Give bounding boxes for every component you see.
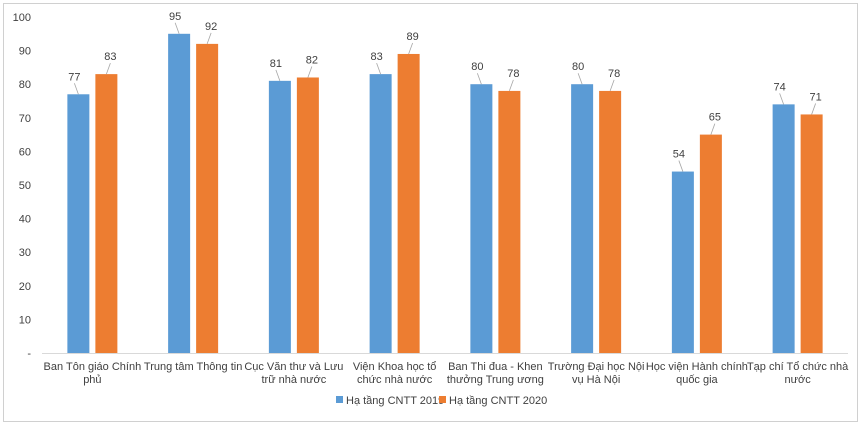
x-tick-label: Viện Khoa học tổ xyxy=(353,361,437,373)
bar-2020 xyxy=(699,134,722,353)
data-label: 83 xyxy=(104,51,116,63)
y-tick-label: 10 xyxy=(19,314,31,326)
data-label: 82 xyxy=(306,54,318,66)
y-tick-label: 60 xyxy=(19,146,31,158)
x-tick-label: Ban Thi đua - Khen xyxy=(448,361,543,373)
data-label-leader xyxy=(779,93,785,105)
data-label: 54 xyxy=(673,149,685,161)
y-tick-label: 70 xyxy=(19,113,31,125)
bar-2020 xyxy=(599,90,622,354)
data-label-leader xyxy=(678,160,684,172)
data-label: 83 xyxy=(371,51,383,63)
data-label: 78 xyxy=(608,68,620,80)
x-tick-label: trữ nhà nước xyxy=(262,374,327,386)
legend-swatch xyxy=(439,396,446,403)
data-label: 81 xyxy=(270,58,282,70)
data-label-leader xyxy=(376,62,382,75)
y-tick-label: 40 xyxy=(19,214,31,226)
data-label-leader xyxy=(174,22,180,34)
data-label-leader xyxy=(307,66,313,78)
data-label-leader xyxy=(206,32,212,45)
data-label: 65 xyxy=(709,112,721,124)
data-label: 95 xyxy=(169,11,181,23)
y-tick-label: - xyxy=(27,348,31,360)
bar-2019 xyxy=(671,171,694,353)
x-tick-label: Trường Đại học Nội xyxy=(548,361,645,373)
data-label: 92 xyxy=(205,21,217,33)
data-label-leader xyxy=(275,69,281,81)
data-label-leader xyxy=(577,73,583,85)
data-label: 80 xyxy=(471,61,483,73)
x-tick-label: Trung tâm Thông tin xyxy=(144,361,242,373)
x-tick-label: vụ Hà Nội xyxy=(572,374,620,386)
y-tick-label: 50 xyxy=(19,180,31,192)
bar-2019 xyxy=(67,94,90,353)
data-label: 78 xyxy=(507,68,519,80)
data-label: 80 xyxy=(572,61,584,73)
bar-2020 xyxy=(196,43,219,353)
data-label-leader xyxy=(408,42,414,55)
legend-label: Hạ tầng CNTT 2019 xyxy=(346,395,444,407)
x-tick-label: quốc gia xyxy=(676,374,718,386)
x-tick-label: Ban Tôn giáo Chính xyxy=(44,361,142,373)
x-tick-label: thưởng Trung ương xyxy=(447,374,544,386)
bar-2020 xyxy=(800,114,823,353)
x-tick-label: Học viện Hành chính xyxy=(646,361,748,373)
data-label-leader xyxy=(476,73,482,85)
y-tick-label: 80 xyxy=(19,79,31,91)
bar-2019 xyxy=(470,84,493,353)
y-tick-label: 90 xyxy=(19,46,31,58)
y-tick-label: 20 xyxy=(19,281,31,293)
bar-2019 xyxy=(772,104,795,353)
data-label: 77 xyxy=(68,71,80,83)
x-tick-label: phủ xyxy=(83,374,101,386)
y-tick-label: 30 xyxy=(19,247,31,259)
bar-2019 xyxy=(168,33,191,354)
data-label: 71 xyxy=(810,91,822,103)
legend-label: Hạ tầng CNTT 2020 xyxy=(449,395,547,407)
bar-2019 xyxy=(369,74,392,354)
y-tick-label: 100 xyxy=(13,12,31,24)
bar-2020 xyxy=(95,74,118,354)
bar-2019 xyxy=(571,84,594,353)
data-label-leader xyxy=(73,83,79,95)
bar-2020 xyxy=(397,53,420,354)
x-tick-label: nước xyxy=(785,374,812,386)
x-tick-label: Cục Văn thư và Lưu xyxy=(244,361,343,373)
bar-2020 xyxy=(296,77,319,353)
data-label-leader xyxy=(710,123,716,135)
data-label-leader xyxy=(105,62,111,75)
data-label: 74 xyxy=(774,81,786,93)
data-label-leader xyxy=(811,103,817,115)
data-label: 89 xyxy=(407,31,419,43)
bar-2020 xyxy=(498,90,521,354)
x-tick-label: Tạp chí Tổ chức nhà xyxy=(747,361,849,373)
bar-2019 xyxy=(268,80,291,353)
data-label-leader xyxy=(609,79,615,92)
x-tick-label: chức nhà nước xyxy=(357,374,433,386)
data-label-leader xyxy=(508,79,514,92)
legend-swatch xyxy=(336,396,343,403)
